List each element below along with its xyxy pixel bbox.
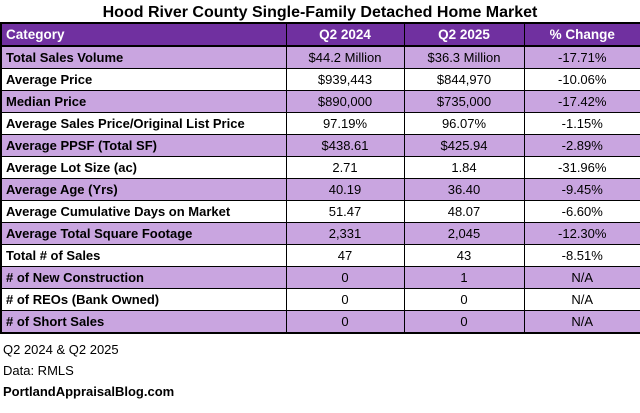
- q2-2024-value-cell: $939,443: [285, 68, 405, 91]
- q2-2025-value-cell: 0: [403, 310, 525, 334]
- q2-2025-value-cell: $735,000: [403, 90, 525, 113]
- q2-2025-value-cell: 2,045: [403, 222, 525, 245]
- footer-period: Q2 2024 & Q2 2025: [3, 342, 119, 357]
- category-cell: # of New Construction: [0, 266, 287, 289]
- category-cell: Average Lot Size (ac): [0, 156, 287, 179]
- pct-change-value-cell: N/A: [523, 266, 640, 289]
- q2-2024-value-cell: 0: [285, 288, 405, 311]
- table-row: Average Age (Yrs) 40.19 36.40 -9.45%: [0, 178, 640, 201]
- category-cell: Average Total Square Footage: [0, 222, 287, 245]
- q2-2025-value-cell: 1.84: [403, 156, 525, 179]
- pct-change-value-cell: -9.45%: [523, 178, 640, 201]
- footer-site-name: PortlandAppraisalBlog.com: [3, 384, 175, 399]
- pct-change-value-cell: -12.30%: [523, 222, 640, 245]
- header-row: Category Q2 2024 Q2 2025 % Change: [0, 22, 640, 47]
- table-row: # of New Construction 0 1 N/A: [0, 266, 640, 289]
- q2-2025-value-cell: $425.94: [403, 134, 525, 157]
- q2-2025-value-cell: $844,970: [403, 68, 525, 91]
- category-cell: # of REOs (Bank Owned): [0, 288, 287, 311]
- footer: Q2 2024 & Q2 2025 Data: RMLS PortlandApp…: [0, 334, 640, 402]
- table-row: Average Price $939,443 $844,970 -10.06%: [0, 68, 640, 91]
- footer-data-source: Data: RMLS: [3, 363, 74, 378]
- pct-change-value-cell: -10.06%: [523, 68, 640, 91]
- pct-change-value-cell: -31.96%: [523, 156, 640, 179]
- q2-2025-value-cell: 43: [403, 244, 525, 267]
- table-row: Total Sales Volume $44.2 Million $36.3 Mil…: [0, 45, 640, 69]
- category-cell: Total Sales Volume: [0, 45, 287, 69]
- category-cell: Average PPSF (Total SF): [0, 134, 287, 157]
- q2-2024-value-cell: $890,000: [285, 90, 405, 113]
- q2-2025-value-cell: 0: [403, 288, 525, 311]
- pct-change-value-cell: N/A: [523, 288, 640, 311]
- q2-2024-value-cell: 0: [285, 266, 405, 289]
- category-cell: Average Price: [0, 68, 287, 91]
- category-cell: Total # of Sales: [0, 244, 287, 267]
- column-header-q2-2025: Q2 2025: [403, 22, 525, 47]
- q2-2024-value-cell: 51.47: [285, 200, 405, 223]
- pct-change-value-cell: -6.60%: [523, 200, 640, 223]
- q2-2024-value-cell: 2.71: [285, 156, 405, 179]
- q2-2024-value-cell: 97.19%: [285, 112, 405, 135]
- category-cell: # of Short Sales: [0, 310, 287, 334]
- q2-2024-value-cell: $438.61: [285, 134, 405, 157]
- q2-2024-value-cell: 0: [285, 310, 405, 334]
- table-row: Average PPSF (Total SF) $438.61 $425.94 -2.…: [0, 134, 640, 157]
- table-row: Average Cumulative Days on Market 51.47 48…: [0, 200, 640, 223]
- column-header-pct-change: % Change: [523, 22, 640, 47]
- q2-2025-value-cell: 36.40: [403, 178, 525, 201]
- pct-change-value-cell: -8.51%: [523, 244, 640, 267]
- table-row: Total # of Sales 47 43 -8.51%: [0, 244, 640, 267]
- category-cell: Median Price: [0, 90, 287, 113]
- q2-2024-value-cell: 40.19: [285, 178, 405, 201]
- q2-2025-value-cell: 96.07%: [403, 112, 525, 135]
- q2-2025-value-cell: 1: [403, 266, 525, 289]
- pct-change-value-cell: -17.71%: [523, 45, 640, 69]
- category-cell: Average Cumulative Days on Market: [0, 200, 287, 223]
- category-cell: Average Sales Price/Original List Price: [0, 112, 287, 135]
- table-row: Average Sales Price/Original List Price 9…: [0, 112, 640, 135]
- table-header: Category Q2 2024 Q2 2025 % Change: [0, 22, 640, 47]
- pct-change-value-cell: -2.89%: [523, 134, 640, 157]
- pct-change-value-cell: -17.42%: [523, 90, 640, 113]
- column-header-q2-2024: Q2 2024: [285, 22, 405, 47]
- table-row: Average Total Square Footage 2,331 2,045 -1…: [0, 222, 640, 245]
- pct-change-value-cell: N/A: [523, 310, 640, 334]
- column-header-category: Category: [0, 22, 287, 47]
- q2-2024-value-cell: $44.2 Million: [285, 45, 405, 69]
- chart-title: Hood River County Single-Family Detached…: [102, 4, 538, 21]
- q2-2024-value-cell: 47: [285, 244, 405, 267]
- q2-2025-value-cell: 48.07: [403, 200, 525, 223]
- table-body: Total Sales Volume $44.2 Million $36.3 Mil…: [0, 45, 640, 334]
- table-row: # of REOs (Bank Owned) 0 0 N/A: [0, 288, 640, 311]
- pct-change-value-cell: -1.15%: [523, 112, 640, 135]
- q2-2025-value-cell: $36.3 Million: [403, 45, 525, 69]
- market-comparison-table: Category Q2 2024 Q2 2025 % Change Total …: [0, 22, 640, 334]
- table-row: # of Short Sales 0 0 N/A: [0, 310, 640, 334]
- category-cell: Average Age (Yrs): [0, 178, 287, 201]
- table-row: Average Lot Size (ac) 2.71 1.84 -31.96%: [0, 156, 640, 179]
- q2-2024-value-cell: 2,331: [285, 222, 405, 245]
- table-row: Median Price $890,000 $735,000 -17.42%: [0, 90, 640, 113]
